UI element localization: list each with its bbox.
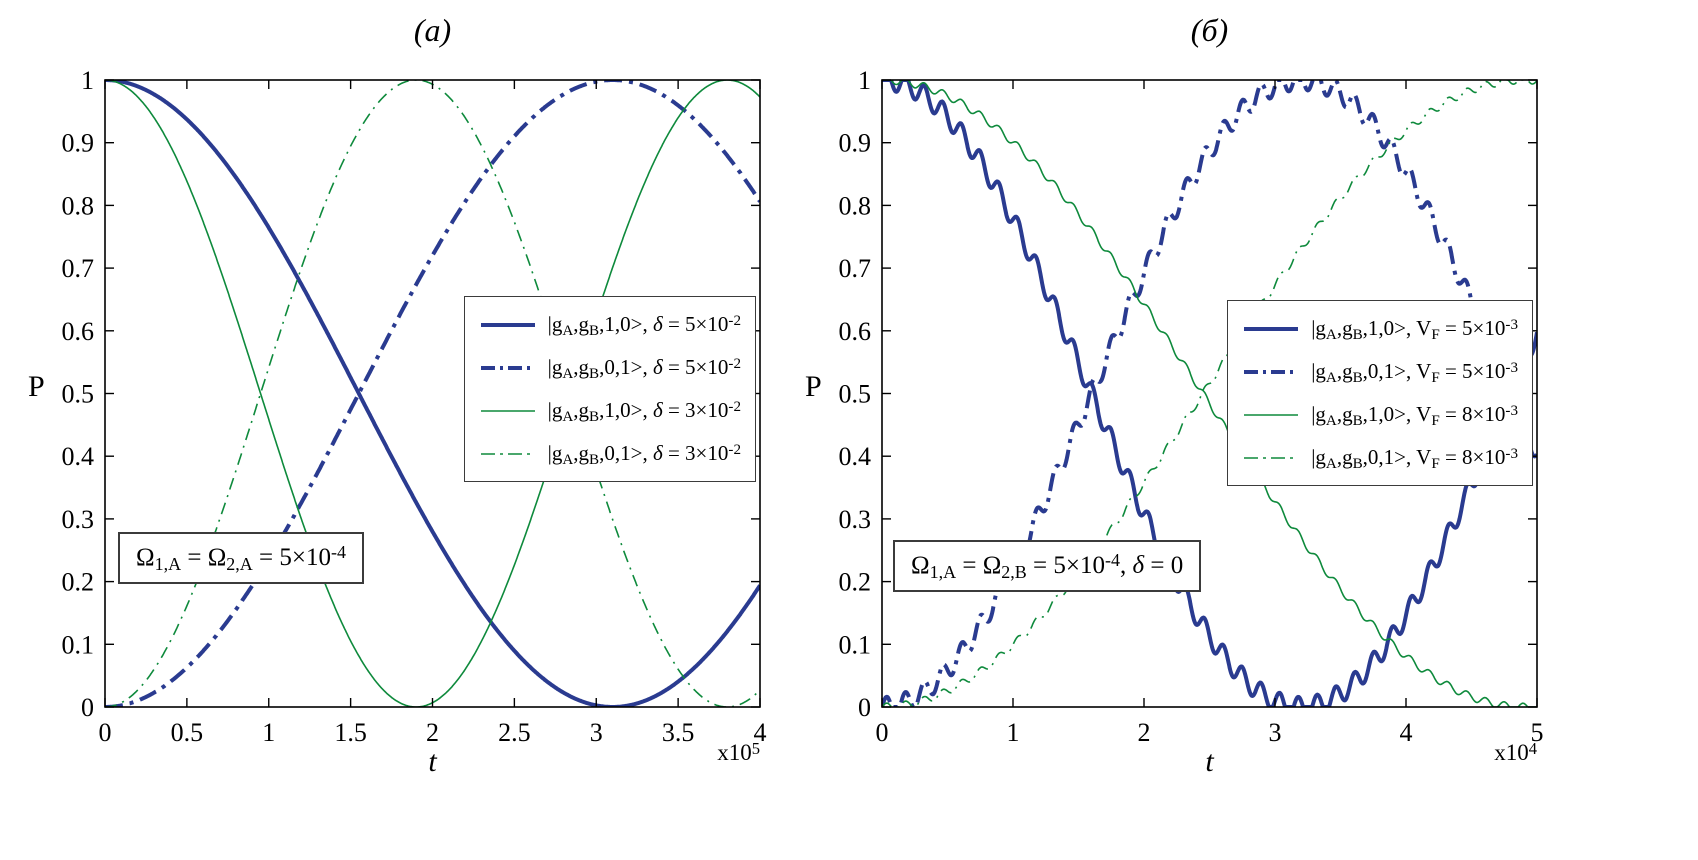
y-tick-label: 0.7 [62,254,95,283]
legend-line-sample [480,409,535,412]
x-tick-label: 0.5 [171,718,204,747]
y-tick-label: 0.4 [839,442,872,471]
legend-label: |gA,gB,1,0>, VF = 8×10-3 [1311,402,1518,430]
legend-entry: |gA,gB,0,1>, δ = 5×10-2 [479,355,741,383]
series-line-0 [882,80,1537,707]
y-tick-label: 0.3 [62,505,95,534]
y-tick-label: 0.7 [839,254,872,283]
y-tick-label: 0.4 [62,442,95,471]
x-tick-label: 1 [262,718,275,747]
x-tick-label: 4 [1400,718,1413,747]
y-tick-label: 0.1 [62,630,95,659]
x-tick-label: 2 [426,718,439,747]
legend-label: |gA,gB,0,1>, VF = 5×10-3 [1311,359,1518,387]
y-tick-label: 0.8 [62,191,95,220]
annotation-box: Ω1,A = Ω2,A = 5×10-4 [118,532,364,584]
y-tick-label: 0.5 [62,380,95,409]
legend-entry: |gA,gB,1,0>, δ = 5×10-2 [479,312,741,340]
x-tick-label: 3 [590,718,603,747]
legend-label: |gA,gB,0,1>, δ = 3×10-2 [547,441,741,469]
y-tick-label: 0.6 [62,317,95,346]
y-tick-label: 1 [858,66,871,95]
y-tick-label: 0.1 [839,630,872,659]
y-tick-label: 0.9 [62,129,95,158]
legend-line-sample [480,452,535,455]
legend-line-sample [1244,456,1299,459]
series-line-1 [105,80,760,707]
x-tick-label: 2.5 [498,718,531,747]
y-tick-label: 0.5 [839,380,872,409]
x-scale-multiplier: x105 [717,738,760,765]
x-tick-label: 4 [754,718,767,747]
legend-line-sample [1244,413,1299,416]
y-tick-label: 0 [858,693,871,722]
y-axis-label: P [28,369,45,403]
chart-a: 0 0.5 1 1.5 2 2.5 3 3.5 4 0 0.1 0.2 0.3 0.4 0.5 0.6 0.7 0… [28,12,767,778]
legend-label: |gA,gB,1,0>, δ = 5×10-2 [547,312,741,340]
x-tick-label: 0 [99,718,112,747]
legend-line-sample [1244,326,1299,331]
legend-entry: |gA,gB,0,1>, δ = 3×10-2 [479,441,741,469]
chart-title: (a) [413,12,452,48]
y-tick-label: 0 [81,693,94,722]
y-tick-label: 0.6 [839,317,872,346]
x-tick-label: 2 [1138,718,1151,747]
x-tick-label: 5 [1531,718,1544,747]
legend-entry: |gA,gB,1,0>, δ = 3×10-2 [479,398,741,426]
x-tick-label: 1 [1007,718,1020,747]
x-tick-label: 1.5 [334,718,367,747]
legend-line-sample [480,322,535,327]
x-tick-label: 0 [876,718,889,747]
y-tick-label: 0.8 [839,191,872,220]
legend-entry: |gA,gB,1,0>, VF = 5×10-3 [1242,316,1518,344]
x-tick-label: 3.5 [662,718,695,747]
annotation-box: Ω1,A = Ω2,B = 5×10-4, δ = 0 [893,540,1202,592]
legend: |gA,gB,1,0>, VF = 5×10-3 |gA,gB,0,1>, VF … [1227,300,1533,486]
series-line-2 [882,80,1537,707]
x-axis-label: t [1205,745,1214,778]
y-tick-label: 1 [81,66,94,95]
y-tick-label: 0.3 [839,505,872,534]
x-axis-label: t [428,745,437,778]
legend-label: |gA,gB,0,1>, δ = 5×10-2 [547,355,741,383]
series-line-0 [105,80,760,707]
x-tick-label: 3 [1269,718,1282,747]
y-axis-label: P [805,369,822,403]
legend-label: |gA,gB,0,1>, VF = 8×10-3 [1311,445,1518,473]
y-tick-label: 0.9 [839,129,872,158]
y-tick-label: 0.2 [839,568,872,597]
chart-title: (б) [1190,12,1229,48]
series-line-1 [882,80,1537,707]
legend-label: |gA,gB,1,0>, VF = 5×10-3 [1311,316,1518,344]
plot-canvas: 0 1 2 3 4 5 0 0.1 0.2 0.3 0.4 0.5 0.6 0.7 0.8 0.9 1 [839,66,1544,747]
x-scale-multiplier: x104 [1494,738,1537,765]
legend-entry: |gA,gB,0,1>, VF = 5×10-3 [1242,359,1518,387]
legend-entry: |gA,gB,0,1>, VF = 8×10-3 [1242,445,1518,473]
legend-entry: |gA,gB,1,0>, VF = 8×10-3 [1242,402,1518,430]
legend-label: |gA,gB,1,0>, δ = 3×10-2 [547,398,741,426]
plot-canvas: 0 0.5 1 1.5 2 2.5 3 3.5 4 0 0.1 0.2 0.3 0.4 0.5 0.6 0.7 0… [62,66,767,747]
legend-line-sample [480,365,535,370]
series-line-3 [882,80,1537,707]
y-tick-label: 0.2 [62,568,95,597]
legend: |gA,gB,1,0>, δ = 5×10-2 |gA,gB,0,1>, δ = … [463,296,756,482]
legend-line-sample [1244,369,1299,374]
